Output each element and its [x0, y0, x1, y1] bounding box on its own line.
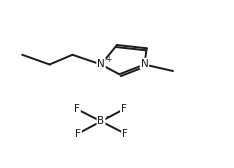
Text: N: N [97, 59, 105, 69]
Text: −: − [105, 112, 111, 121]
Text: F: F [122, 129, 128, 139]
Text: N: N [141, 59, 148, 69]
Text: F: F [74, 104, 80, 114]
Text: F: F [75, 129, 81, 139]
Text: +: + [105, 55, 112, 64]
Text: F: F [121, 104, 127, 114]
Text: B: B [97, 116, 105, 126]
